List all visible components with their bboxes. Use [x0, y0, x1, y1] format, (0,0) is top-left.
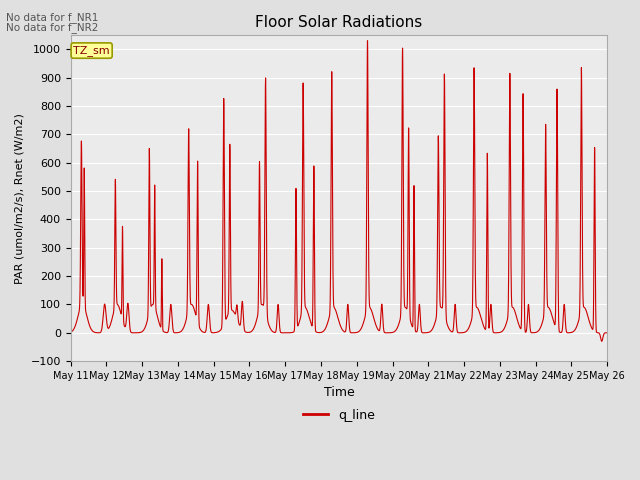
Text: No data for f_NR1: No data for f_NR1 — [6, 12, 99, 23]
Text: TZ_sm: TZ_sm — [74, 45, 110, 56]
Legend: q_line: q_line — [298, 404, 380, 427]
Y-axis label: PAR (umol/m2/s), Rnet (W/m2): PAR (umol/m2/s), Rnet (W/m2) — [15, 113, 25, 284]
Title: Floor Solar Radiations: Floor Solar Radiations — [255, 15, 422, 30]
Text: No data for f_NR2: No data for f_NR2 — [6, 22, 99, 33]
X-axis label: Time: Time — [323, 386, 355, 399]
